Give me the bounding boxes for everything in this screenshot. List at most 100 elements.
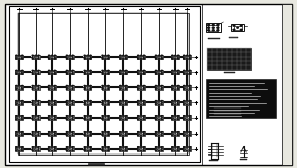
Circle shape (48, 70, 50, 71)
Circle shape (54, 150, 56, 151)
Bar (234, 26, 241, 30)
Bar (119, 55, 127, 59)
Bar (68, 116, 72, 119)
Bar (121, 116, 125, 119)
Circle shape (161, 119, 162, 120)
Circle shape (172, 117, 173, 118)
Circle shape (16, 150, 17, 151)
Circle shape (16, 119, 17, 120)
Bar (18, 13, 189, 155)
Circle shape (120, 55, 121, 56)
Circle shape (175, 55, 176, 56)
Bar (103, 116, 108, 119)
Circle shape (84, 58, 85, 59)
Bar (34, 116, 38, 119)
Circle shape (138, 55, 139, 56)
Circle shape (156, 87, 157, 88)
Circle shape (156, 133, 157, 134)
Circle shape (102, 100, 103, 101)
Bar (155, 55, 163, 59)
Bar (102, 55, 109, 59)
Bar (9, 6, 200, 162)
Circle shape (161, 87, 162, 88)
Circle shape (54, 133, 55, 134)
Bar (32, 146, 40, 151)
Circle shape (54, 117, 55, 118)
Circle shape (155, 100, 157, 101)
Bar (155, 146, 163, 151)
Circle shape (120, 100, 121, 101)
Bar (17, 101, 21, 104)
Bar (84, 115, 91, 120)
Circle shape (143, 85, 145, 86)
Bar (139, 148, 143, 150)
Circle shape (90, 58, 91, 59)
Bar (68, 148, 72, 150)
Circle shape (66, 119, 67, 120)
Circle shape (84, 133, 85, 134)
Bar (229, 37, 238, 38)
Bar (119, 146, 127, 151)
Circle shape (90, 55, 91, 56)
Bar (183, 115, 191, 120)
Bar (183, 85, 191, 90)
Circle shape (143, 102, 144, 103)
Circle shape (212, 30, 214, 31)
Bar (139, 132, 143, 135)
Circle shape (184, 70, 185, 71)
Bar (68, 86, 72, 89)
Circle shape (189, 87, 190, 88)
Circle shape (189, 102, 190, 103)
Circle shape (87, 70, 88, 71)
Circle shape (138, 58, 139, 59)
Bar (48, 100, 56, 105)
Circle shape (54, 87, 55, 88)
Circle shape (90, 119, 91, 120)
Circle shape (102, 85, 103, 86)
Circle shape (16, 102, 17, 103)
Circle shape (66, 135, 67, 136)
Bar (137, 85, 145, 90)
Circle shape (48, 100, 50, 101)
Circle shape (72, 70, 73, 71)
Bar (185, 71, 189, 73)
Circle shape (54, 58, 56, 59)
Circle shape (237, 27, 238, 28)
Bar (34, 86, 38, 89)
Circle shape (22, 135, 23, 136)
Bar (86, 101, 90, 104)
Bar (139, 71, 143, 73)
Circle shape (32, 87, 33, 88)
Bar (121, 132, 125, 135)
Circle shape (105, 58, 106, 59)
Circle shape (54, 100, 56, 101)
Circle shape (155, 70, 157, 71)
Bar (50, 56, 54, 58)
Circle shape (138, 100, 139, 101)
Bar (157, 132, 161, 135)
Circle shape (126, 133, 127, 134)
Bar (121, 101, 125, 104)
Circle shape (69, 55, 70, 56)
Bar (84, 55, 91, 59)
Bar (137, 70, 145, 74)
Circle shape (102, 135, 103, 136)
Bar (208, 38, 220, 39)
Circle shape (84, 102, 85, 103)
Circle shape (189, 150, 191, 151)
Circle shape (84, 150, 85, 151)
Bar (34, 148, 38, 150)
Circle shape (138, 135, 139, 136)
Circle shape (178, 70, 179, 71)
Circle shape (143, 150, 145, 151)
Circle shape (49, 117, 50, 118)
Bar (34, 56, 38, 58)
Circle shape (184, 102, 185, 103)
Bar (137, 131, 145, 136)
Circle shape (22, 58, 23, 59)
Circle shape (102, 117, 103, 118)
Circle shape (217, 25, 219, 26)
Circle shape (172, 70, 173, 71)
Bar (68, 56, 72, 58)
Bar (155, 85, 163, 90)
